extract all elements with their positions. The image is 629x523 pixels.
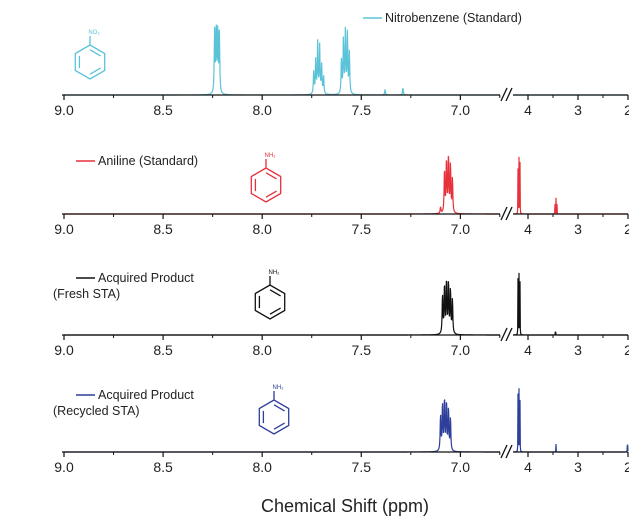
double-bond-2-2 xyxy=(269,289,281,297)
x-tick-label-0-1: 8.5 xyxy=(153,102,173,118)
substituent-label-2: NH₂ xyxy=(269,270,281,276)
x-tick-label-3-4: 7.0 xyxy=(451,459,471,475)
spectrum-panel-2: 9.0 8.5 8.0 7.5 7.0 4 3 2 Acquired Product (Fresh… xyxy=(53,270,629,358)
x-tick-label-3-3: 7.5 xyxy=(352,459,372,475)
x-tick-label-2-6: 3 xyxy=(574,342,582,358)
x-tick-label-2-0: 9.0 xyxy=(54,342,74,358)
x-tick-label-3-6: 3 xyxy=(574,459,582,475)
x-tick-label-3-0: 9.0 xyxy=(54,459,74,475)
spectrum-line-right-2 xyxy=(512,272,628,336)
legend-label-1-0: Aniline (Standard) xyxy=(98,154,198,168)
x-tick-label-0-6: 3 xyxy=(574,102,582,118)
legend-label-0-0: Nitrobenzene (Standard) xyxy=(385,11,522,25)
benzene-ring-1 xyxy=(250,167,282,203)
x-tick-label-2-7: 2 xyxy=(624,342,629,358)
x-tick-label-3-2: 8.0 xyxy=(252,459,272,475)
axis-break-mark-b-1 xyxy=(505,206,513,221)
x-tick-label-1-0: 9.0 xyxy=(54,221,74,237)
axis-break-mark-a-1 xyxy=(500,206,508,221)
x-tick-label-3-5: 4 xyxy=(524,459,532,475)
legend-label-2-1: (Fresh STA) xyxy=(53,287,120,301)
spectrum-line-left-0 xyxy=(64,24,500,96)
spectrum-panel-1: 9.0 8.5 8.0 7.5 7.0 4 3 2 Aniline (Standard) NH₂ xyxy=(54,153,629,237)
double-bond-1-1 xyxy=(265,190,277,198)
axis-break-mark-b-3 xyxy=(505,444,513,459)
axis-break-mark-b-0 xyxy=(505,87,513,102)
x-tick-label-1-5: 4 xyxy=(524,221,532,237)
panels-layer: 9.0 8.5 8.0 7.5 7.0 4 3 2 Nitrobenzene (Standard… xyxy=(53,11,629,475)
x-tick-label-2-2: 8.0 xyxy=(252,342,272,358)
double-bond-1-2 xyxy=(265,172,277,180)
x-tick-label-3-7: 2 xyxy=(624,459,629,475)
x-tick-label-1-3: 7.5 xyxy=(352,221,372,237)
spectrum-line-right-3 xyxy=(512,388,629,453)
x-tick-label-1-7: 2 xyxy=(624,221,629,237)
legend-label-3-0: Acquired Product xyxy=(98,388,194,402)
x-tick-label-2-4: 7.0 xyxy=(451,342,471,358)
double-bond-3-1 xyxy=(273,422,285,430)
x-axis-label: Chemical Shift (ppm) xyxy=(261,496,429,516)
spectrum-line-right-1 xyxy=(512,156,628,215)
x-tick-label-0-0: 9.0 xyxy=(54,102,74,118)
double-bond-2-1 xyxy=(269,307,281,315)
x-tick-label-1-6: 3 xyxy=(574,221,582,237)
x-tick-label-3-1: 8.5 xyxy=(153,459,173,475)
x-tick-label-0-2: 8.0 xyxy=(252,102,272,118)
axis-break-mark-a-2 xyxy=(500,327,508,342)
x-tick-label-1-2: 8.0 xyxy=(252,221,272,237)
spectrum-line-left-2 xyxy=(64,280,500,336)
benzene-ring-0 xyxy=(74,44,106,80)
x-tick-label-2-3: 7.5 xyxy=(352,342,372,358)
axis-break-mark-a-3 xyxy=(500,444,508,459)
double-bond-0-2 xyxy=(89,49,101,57)
spectrum-panel-3: 9.0 8.5 8.0 7.5 7.0 4 3 2 Acquired Product (Recyc… xyxy=(53,385,629,475)
double-bond-0-1 xyxy=(89,67,101,75)
substituent-label-3: NH₂ xyxy=(273,385,285,391)
x-tick-label-0-3: 7.5 xyxy=(352,102,372,118)
legend-label-3-1: (Recycled STA) xyxy=(53,404,140,418)
axis-break-mark-a-0 xyxy=(500,87,508,102)
substituent-label-1: NH₂ xyxy=(265,153,277,159)
x-tick-label-1-1: 8.5 xyxy=(153,221,173,237)
spectrum-panel-0: 9.0 8.5 8.0 7.5 7.0 4 3 2 Nitrobenzene (Standard… xyxy=(54,11,629,118)
legend-label-2-0: Acquired Product xyxy=(98,271,194,285)
x-tick-label-2-1: 8.5 xyxy=(153,342,173,358)
x-tick-label-2-5: 4 xyxy=(524,342,532,358)
double-bond-3-2 xyxy=(273,404,285,412)
benzene-ring-2 xyxy=(254,284,286,320)
substituent-label-0: NO₂ xyxy=(88,30,100,36)
axis-break-mark-b-2 xyxy=(505,327,513,342)
x-tick-label-0-5: 4 xyxy=(524,102,532,118)
benzene-ring-3 xyxy=(258,399,290,435)
x-tick-label-0-4: 7.0 xyxy=(451,102,471,118)
x-tick-label-1-4: 7.0 xyxy=(451,221,471,237)
x-tick-label-0-7: 2 xyxy=(624,102,629,118)
